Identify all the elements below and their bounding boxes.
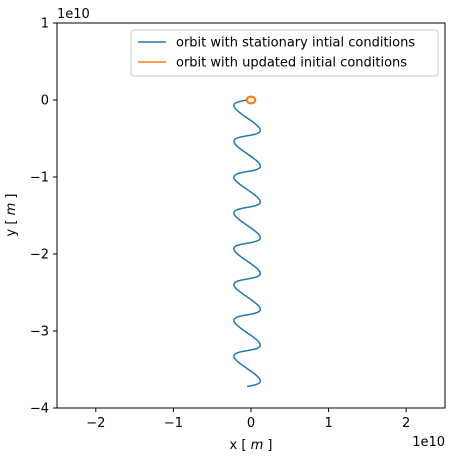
x-tick-label: −1	[164, 416, 183, 431]
y-axis-label: y [ m ]	[4, 194, 19, 237]
y-tick-label: −1	[30, 171, 49, 186]
x-tick-label: 1	[324, 416, 332, 431]
y-offset-text: 1e10	[57, 7, 90, 22]
y-tick-label: −3	[30, 325, 49, 340]
legend-label-updated: orbit with updated initial conditions	[176, 56, 407, 71]
series-layer	[233, 95, 262, 388]
y-tick-label: 1	[41, 17, 49, 32]
x-axis-label-suffix: ]	[263, 438, 272, 453]
y-axis-label-prefix: y [	[4, 215, 19, 236]
x-tick-label: 0	[247, 416, 255, 431]
y-tick-label: −4	[30, 402, 49, 417]
series-line-updated	[245, 95, 257, 105]
series-line-stationary	[233, 99, 262, 388]
legend-box	[130, 29, 439, 77]
x-tick-label: 2	[402, 416, 410, 431]
x-offset-text: 1e10	[412, 435, 445, 450]
y-tick-label: −2	[30, 248, 49, 263]
x-tick-label: −2	[86, 416, 105, 431]
x-axis-label-prefix: x [	[230, 438, 251, 453]
legend: orbit with stationary intial conditions …	[130, 29, 439, 77]
x-axis-ticks: −2 −1 0 1 2	[86, 408, 410, 431]
x-axis-label-unit: m	[251, 438, 264, 453]
y-axis-label-unit: m	[4, 203, 19, 216]
y-tick-label: 0	[41, 94, 49, 109]
x-axis-label: x [ m ]	[230, 438, 273, 453]
y-axis-ticks: 1 0 −1 −2 −3 −4	[30, 17, 57, 417]
y-axis-label-suffix: ]	[4, 194, 19, 203]
plot-background	[57, 23, 445, 408]
legend-label-stationary: orbit with stationary intial conditions	[176, 36, 415, 51]
